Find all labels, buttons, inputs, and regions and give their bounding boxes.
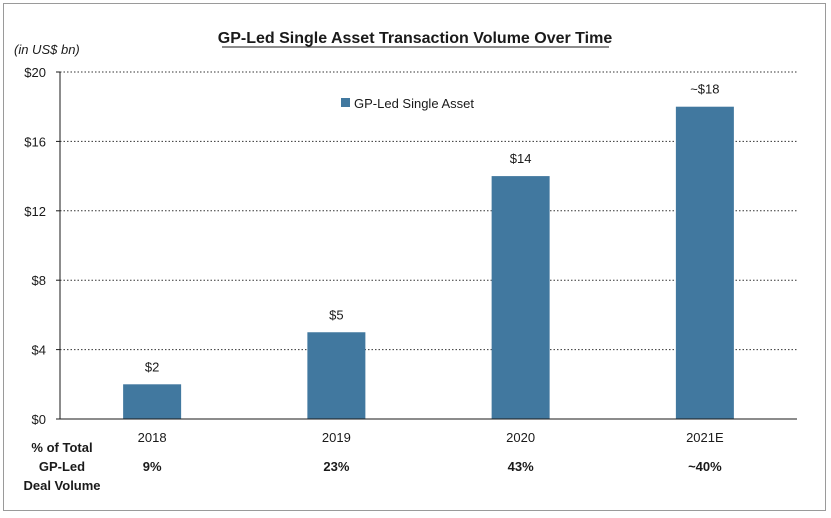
category-label-2020: 2020 xyxy=(506,430,535,445)
data-label-2019: $5 xyxy=(329,307,343,322)
unit-label: (in US$ bn) xyxy=(14,42,80,57)
category-label-2019: 2019 xyxy=(322,430,351,445)
category-label-2021E: 2021E xyxy=(686,430,724,445)
y-tick-label: $8 xyxy=(32,273,46,288)
data-label-2021E: ~$18 xyxy=(690,82,719,97)
legend-swatch xyxy=(341,98,350,107)
footer-row-label-line2: GP-Led xyxy=(39,459,85,474)
y-tick-label: $12 xyxy=(24,204,46,219)
bar-2020 xyxy=(491,176,550,419)
y-tick-label: $4 xyxy=(32,343,46,358)
percent-value-2019: 23% xyxy=(323,459,349,474)
gridlines xyxy=(60,71,797,351)
percent-value-2021E: ~40% xyxy=(688,459,722,474)
legend-label: GP-Led Single Asset xyxy=(354,96,474,111)
footer-row-label: % of Total GP-Led Deal Volume xyxy=(23,440,100,493)
bar-2019 xyxy=(307,332,366,419)
footer-percent-values: 9% 23% 43% ~40% xyxy=(143,459,722,474)
y-tick-label: $0 xyxy=(32,412,46,427)
category-labels: 2018 2019 2020 2021E xyxy=(138,430,724,445)
percent-value-2020: 43% xyxy=(508,459,534,474)
y-axis-ticks: $0 $4 $8 $12 $16 $20 xyxy=(24,65,60,427)
legend: GP-Led Single Asset xyxy=(341,96,474,111)
footer-row-label-line1: % of Total xyxy=(31,440,92,455)
y-tick-label: $16 xyxy=(24,134,46,149)
bars xyxy=(123,106,734,419)
chart-title: GP-Led Single Asset Transaction Volume O… xyxy=(218,30,613,47)
category-label-2018: 2018 xyxy=(138,430,167,445)
y-tick-label: $20 xyxy=(24,65,46,80)
data-label-2020: $14 xyxy=(510,151,532,166)
data-label-2018: $2 xyxy=(145,359,159,374)
bar-2018 xyxy=(123,384,182,419)
data-labels: $2 $5 $14 ~$18 xyxy=(145,82,720,375)
footer-row-label-line3: Deal Volume xyxy=(23,478,100,493)
bar-2021E xyxy=(675,106,734,419)
chart-frame xyxy=(3,3,826,511)
percent-value-2018: 9% xyxy=(143,459,162,474)
